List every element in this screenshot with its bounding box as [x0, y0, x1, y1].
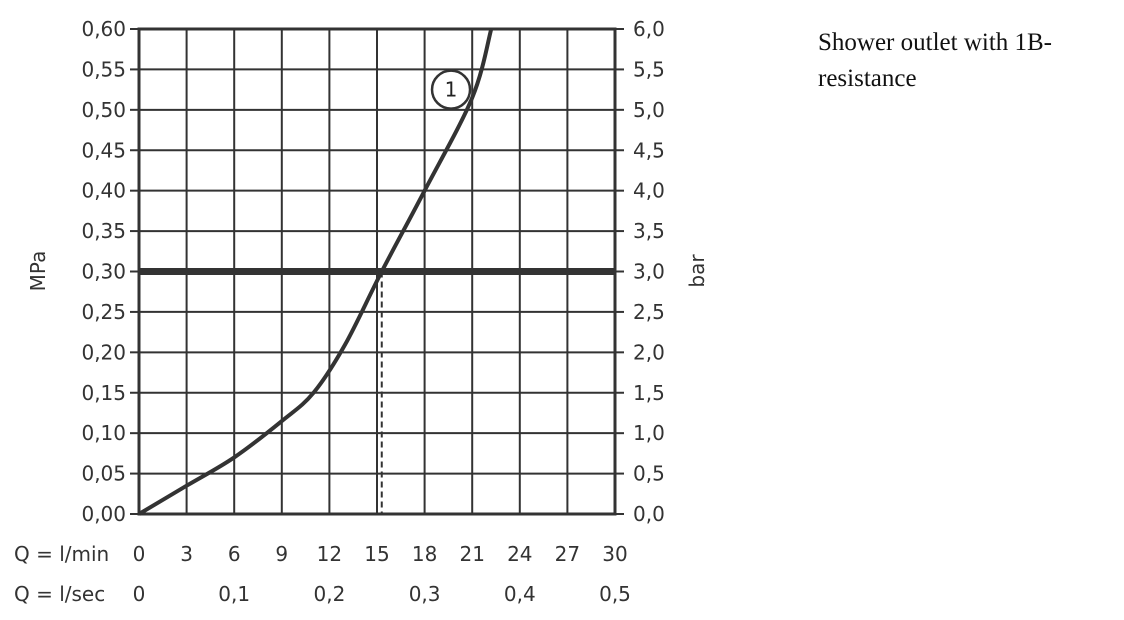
x-tick-l-per-min-3: 9	[275, 542, 288, 566]
left-tick-label-12: 0,60	[81, 17, 126, 41]
left-tick-label-9: 0,45	[81, 138, 126, 162]
x-tick-l-per-min-4: 12	[317, 542, 342, 566]
left-tick-label-0: 0,00	[81, 502, 126, 526]
x-tick-l-per-min-2: 6	[228, 542, 241, 566]
left-tick-label-4: 0,20	[81, 340, 126, 364]
right-tick-label-9: 4,5	[633, 138, 665, 162]
right-tick-label-8: 4,0	[633, 179, 665, 203]
right-tick-label-10: 5,0	[633, 98, 665, 122]
x-tick-l-per-sec-3: 0,3	[409, 582, 441, 606]
caption-line-2: resistance	[818, 65, 917, 92]
right-tick-label-1: 0,5	[633, 462, 665, 486]
x-axis-l-per-sec-label: Q = l/sec	[14, 582, 105, 606]
x-tick-l-per-min-9: 27	[555, 542, 580, 566]
x-ticks-l-per-min: 0 3 6 9 12 15 18 21 24 27 30	[133, 542, 628, 566]
right-y-ticks: 0,0 0,5 1,0 1,5 2,0 2,5 3,0 3,5 4,0 4,5 5,0 5,5 6,0	[615, 17, 665, 526]
left-tick-label-11: 0,55	[81, 57, 126, 81]
x-tick-l-per-min-10: 30	[602, 542, 627, 566]
x-tick-l-per-sec-1: 0,1	[218, 582, 250, 606]
x-tick-l-per-min-6: 18	[412, 542, 437, 566]
right-tick-label-11: 5,5	[633, 57, 665, 81]
x-tick-l-per-min-8: 24	[507, 542, 532, 566]
series-1-line	[137, 28, 494, 516]
x-tick-l-per-min-1: 3	[180, 542, 193, 566]
left-tick-label-6: 0,30	[81, 260, 126, 284]
x-tick-l-per-sec-0: 0	[133, 582, 146, 606]
x-tick-l-per-sec-5: 0,5	[599, 582, 631, 606]
right-tick-label-6: 3,0	[633, 260, 665, 284]
right-tick-label-5: 2,5	[633, 300, 665, 324]
left-tick-label-10: 0,50	[81, 98, 126, 122]
series-1-label-marker: 1	[430, 69, 472, 110]
x-tick-l-per-min-5: 15	[364, 542, 389, 566]
x-axis-l-per-min-label: Q = l/min	[14, 542, 109, 566]
right-tick-label-0: 0,0	[633, 502, 665, 526]
right-tick-label-12: 6,0	[633, 17, 665, 41]
left-tick-label-8: 0,40	[81, 179, 126, 203]
chart-caption: Shower outlet with 1B- resistance	[818, 25, 1118, 97]
left-tick-label-3: 0,15	[81, 381, 126, 405]
left-tick-label-2: 0,10	[81, 421, 126, 445]
right-tick-label-4: 2,0	[633, 340, 665, 364]
left-tick-label-1: 0,05	[81, 462, 126, 486]
x-tick-l-per-sec-4: 0,4	[504, 582, 536, 606]
left-tick-label-7: 0,35	[81, 219, 126, 243]
right-tick-label-2: 1,0	[633, 421, 665, 445]
caption-line-1: Shower outlet with 1B-	[818, 29, 1053, 56]
y-axis-right-title: bar	[685, 254, 709, 288]
series-1-label-circle	[430, 69, 472, 110]
x-ticks-l-per-sec: 0 0,1 0,2 0,3 0,4 0,5	[133, 582, 631, 606]
x-tick-l-per-sec-2: 0,2	[313, 582, 345, 606]
y-axis-left-title: MPa	[26, 251, 50, 292]
x-tick-l-per-min-0: 0	[133, 542, 146, 566]
right-tick-label-3: 1,5	[633, 381, 665, 405]
x-tick-l-per-min-7: 21	[459, 542, 484, 566]
series-1-label: 1	[445, 78, 458, 102]
left-tick-label-5: 0,25	[81, 300, 126, 324]
left-y-ticks: 0,00 0,05 0,10 0,15 0,20 0,25 0,30 0,35 0,40 0,45…	[81, 17, 139, 526]
right-tick-label-7: 3,5	[633, 219, 665, 243]
